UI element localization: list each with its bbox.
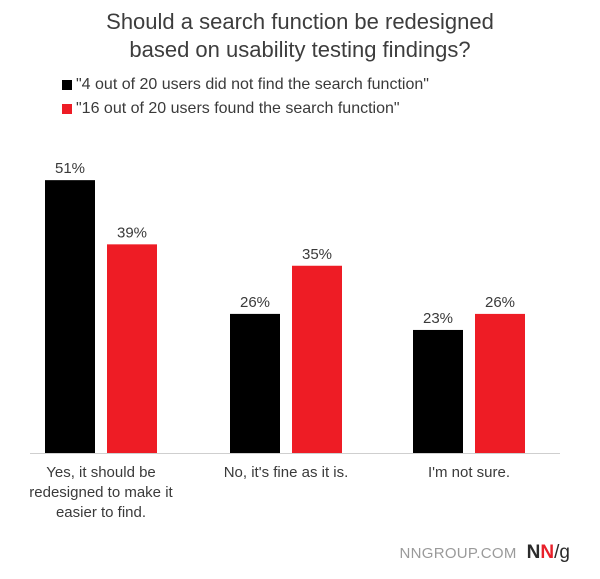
value-label-series-2-category-3: 26% — [485, 294, 515, 311]
value-label-series-1-category-2: 26% — [240, 294, 270, 311]
bar-series-2-category-1 — [107, 244, 157, 453]
legend-item-series-1: "4 out of 20 users did not find the sear… — [62, 73, 429, 97]
legend: "4 out of 20 users did not find the sear… — [62, 73, 429, 121]
logo-letter-2: N — [540, 542, 555, 563]
bar-series-2-category-3 — [475, 313, 525, 453]
legend-label-series-2: "16 out of 20 users found the search fun… — [76, 100, 400, 117]
value-label-series-2-category-2: 35% — [302, 246, 332, 263]
legend-label-series-1: "4 out of 20 users did not find the sear… — [76, 76, 429, 93]
bar-series-1-category-2 — [230, 313, 280, 453]
logo-slash: / — [554, 542, 560, 563]
legend-swatch-series-1 — [62, 80, 72, 90]
value-label-series-1-category-1: 51% — [55, 160, 85, 177]
legend-item-series-2: "16 out of 20 users found the search fun… — [62, 97, 429, 121]
footer: NNGROUP.COM NN/g — [399, 542, 570, 564]
chart-title-line-1: Should a search function be redesigned — [106, 9, 494, 34]
logo-letter-3: g — [559, 542, 570, 563]
chart-title-line-2: based on usability testing findings? — [129, 37, 471, 62]
bar-series-2-category-2 — [292, 265, 342, 453]
logo-letter-1: N — [526, 542, 541, 563]
category-label-1-line-1: Yes, it should be — [46, 464, 156, 481]
category-label-3-line-1: I'm not sure. — [427, 464, 511, 481]
chart-title: Should a search function be redesigned b… — [0, 8, 600, 64]
legend-swatch-series-2 — [62, 104, 72, 114]
category-label-3: I'm not sure. — [384, 463, 554, 483]
value-label-series-2-category-1: 39% — [117, 224, 147, 241]
category-label-1-line-3: easier to find. — [55, 504, 147, 521]
bar-series-1-category-1 — [45, 180, 95, 453]
bar-series-1-category-3 — [413, 329, 463, 453]
category-label-2: No, it's fine as it is. — [201, 463, 371, 483]
site-name: NNGROUP.COM — [399, 544, 517, 562]
category-label-1-line-2: redesigned to make it — [29, 484, 173, 501]
value-label-series-1-category-3: 23% — [423, 310, 453, 327]
category-label-1: Yes, it should be redesigned to make it ea… — [16, 463, 186, 523]
category-label-2-line-1: No, it's fine as it is. — [223, 464, 349, 481]
nng-logo: NN/g — [527, 542, 570, 564]
